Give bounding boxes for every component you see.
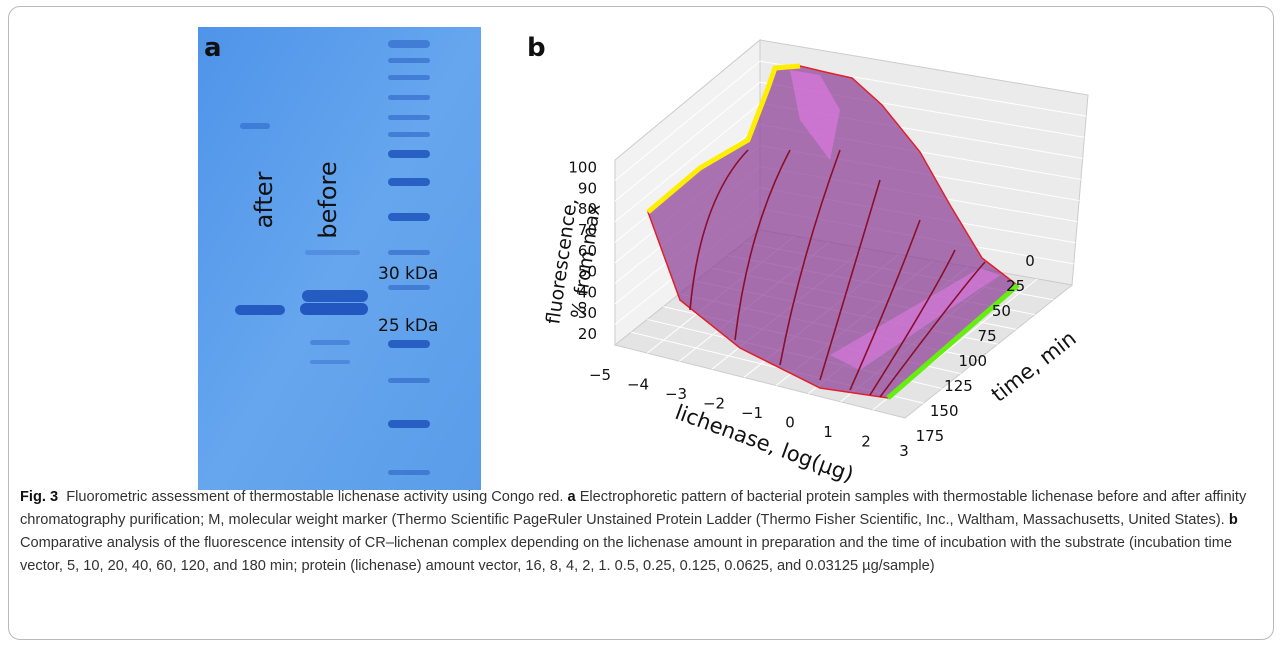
gel-band [388,75,430,80]
caption-title: Fluorometric assessment of thermostable … [66,489,564,505]
z-tick-label: 100 [568,159,597,177]
surface-curve [734,149,791,341]
gel-band [388,285,430,290]
figure-caption: Fig. 3 Fluorometric assessment of thermo… [20,486,1260,578]
y-tick-label: 175 [916,427,945,445]
figure-frame [8,6,1274,640]
marker-label: 25 kDa [378,316,438,336]
z-tick-label: 80 [578,200,597,218]
gel-band [300,303,368,315]
gel-band [388,115,430,120]
grid-line [614,81,761,202]
surface-curve [819,179,881,381]
panel-ref: a [567,489,576,505]
gel-band [305,250,360,255]
grid-line [614,102,761,223]
z-tick-label: 20 [578,325,597,343]
gel-band [388,250,430,255]
grid-line [614,60,761,181]
gel-band [240,123,270,129]
lane-label: after [250,171,278,228]
gel-band [388,420,430,428]
x-tick-label: 1 [823,423,833,441]
caption-text: Electrophoretic pattern of bacterial pro… [20,489,1247,528]
figure-label: Fig. 3 [20,489,59,505]
surface-curve [879,261,986,398]
x-tick-label: −1 [741,404,763,422]
panel-label: a [204,33,222,63]
gel-image [198,27,481,490]
x-tick-label: −3 [665,385,687,403]
gel-band [388,40,430,48]
z-tick-label: 90 [578,179,597,197]
lane-label: before [314,161,342,238]
gel-band [310,360,350,364]
gel-band [388,132,430,137]
gel-band [388,470,430,475]
z-tick-label: 70 [578,221,597,239]
gel-band [388,378,430,383]
surface-highlight [830,268,1000,370]
gel-band [310,340,350,345]
z-tick-label: 30 [578,304,597,322]
y-tick-label: 25 [1006,277,1025,295]
surface-curve [869,249,956,396]
panel-ref: b [1228,512,1238,528]
x-tick-label: 0 [785,414,795,432]
surface-highlight [790,70,840,160]
x-tick-label: 3 [899,442,909,460]
y-tick-label: 0 [1025,252,1035,270]
z-tick-label: 60 [578,242,597,260]
y-tick-label: 50 [992,302,1011,320]
surface-curve [849,219,921,391]
x-tick-label: −2 [703,395,725,413]
surface-curve [689,149,749,311]
surface-curve [779,149,841,366]
highlight-edge [886,283,1020,400]
axis-label: lichenase, log(µg) [672,400,857,487]
z-tick-label: 50 [578,263,597,281]
gel-band [388,178,430,186]
x-tick-label: −4 [627,376,649,394]
marker-label: 30 kDa [378,264,438,284]
highlight-edge [646,63,801,214]
z-tick-label: 40 [578,283,597,301]
gel-band [388,150,430,158]
gel-band [388,95,430,100]
y-tick-label: 100 [958,352,987,370]
gel-band [302,290,368,302]
y-tick-label: 150 [930,402,959,420]
gel-band [388,340,430,348]
x-tick-label: −5 [589,366,611,384]
figure: a after before 30 kDa 25 kDa b fluoresce… [198,27,1089,490]
gel-band [235,305,285,315]
y-tick-label: 125 [944,377,973,395]
y-tick-label: 75 [978,327,997,345]
panel-label: b [527,33,546,63]
caption-text: Comparative analysis of the fluorescence… [20,535,1232,574]
x-tick-label: 2 [861,433,871,451]
surface-plot [613,38,1089,419]
gel-band [388,213,430,221]
gel-band [388,58,430,63]
